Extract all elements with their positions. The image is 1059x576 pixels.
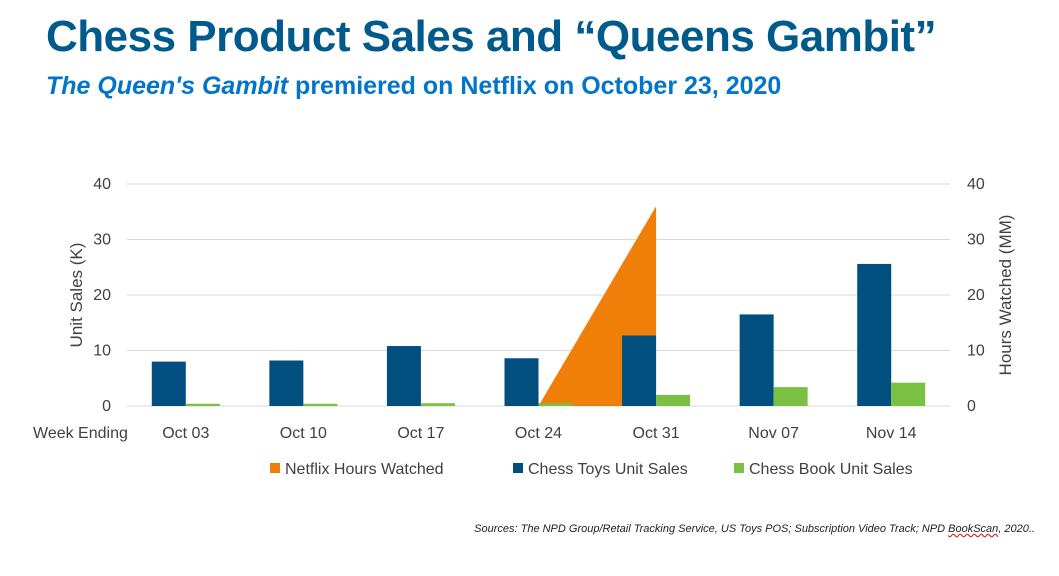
x-tick-label: Oct 31 <box>633 425 680 442</box>
gridlines <box>127 183 950 407</box>
chess-toys-bar <box>151 361 186 406</box>
y2-tick-label: 30 <box>967 232 985 249</box>
x-tick-label: Oct 17 <box>397 425 444 442</box>
page-subtitle: The Queen's Gambit premiered on Netflix … <box>46 72 781 101</box>
x-tick-label: Oct 10 <box>280 425 327 442</box>
y-tick-label: 0 <box>102 398 111 415</box>
legend-label: Netflix Hours Watched <box>285 461 444 478</box>
y-tick-label: 20 <box>93 287 111 304</box>
x-tick-label: Oct 03 <box>162 425 209 442</box>
y2-tick-label: 40 <box>967 176 985 193</box>
chess-books-bar <box>891 382 926 406</box>
chess-toys-bar <box>386 346 421 406</box>
subtitle-rest: premiered on Netflix on October 23, 2020 <box>288 72 782 100</box>
chess-books-bar <box>773 387 808 406</box>
y-axis-title: Unit Sales (K) <box>67 243 86 348</box>
legend-chess-books: Chess Book Unit Sales <box>734 461 913 478</box>
chess-toys-bar <box>622 335 657 406</box>
y-tick-label: 30 <box>93 232 111 249</box>
y2-tick-label: 0 <box>967 398 976 415</box>
chess-books-bar <box>420 403 455 406</box>
legend-label: Chess Book Unit Sales <box>749 461 913 478</box>
legend-label: Chess Toys Unit Sales <box>528 461 688 478</box>
y2-axis-title: Hours Watched (MM) <box>996 215 1015 376</box>
x-tick-label: Oct 24 <box>515 425 562 442</box>
legend: Netflix Hours Watched Chess Toys Unit Sal… <box>270 461 913 478</box>
y-tick-label: 10 <box>93 343 111 360</box>
chess-books-bar <box>656 394 691 406</box>
source-note: Sources: The NPD Group/Retail Tracking S… <box>474 523 1035 535</box>
y2-tick-label: 20 <box>967 287 985 304</box>
legend-chess-toys: Chess Toys Unit Sales <box>513 461 688 478</box>
x-tick-label: Nov 14 <box>866 425 917 442</box>
legend-swatch <box>270 463 280 473</box>
y-tick-label: 40 <box>93 176 111 193</box>
y2-tick-label: 10 <box>967 343 985 360</box>
legend-swatch <box>734 463 744 473</box>
bar-layer <box>151 263 926 406</box>
source-end: , 2020.. <box>998 523 1035 535</box>
legend-swatch <box>513 463 523 473</box>
chess-books-bar <box>538 403 573 406</box>
x-axis-prefix: Week Ending <box>33 425 128 442</box>
x-tick-label: Nov 07 <box>748 425 799 442</box>
subtitle-show-name: The Queen's Gambit <box>46 72 289 100</box>
legend-netflix: Netflix Hours Watched <box>270 461 444 478</box>
chess-toys-bar <box>269 360 304 406</box>
chess-books-bar <box>303 403 338 406</box>
tick-labels: 0 10 20 30 40 0 10 20 30 40 Oct 03 Oct 10 Oct 17 Oct … <box>93 176 985 442</box>
source-bookscan: BookScan <box>948 523 999 535</box>
chess-toys-bar <box>504 358 539 406</box>
page-title: Chess Product Sales and “Queens Gambit” <box>46 12 937 61</box>
chess-books-bar <box>185 403 220 406</box>
source-main: Sources: The NPD Group/Retail Tracking S… <box>474 523 949 535</box>
chess-toys-bar <box>857 263 892 406</box>
chess-toys-bar <box>739 314 774 406</box>
